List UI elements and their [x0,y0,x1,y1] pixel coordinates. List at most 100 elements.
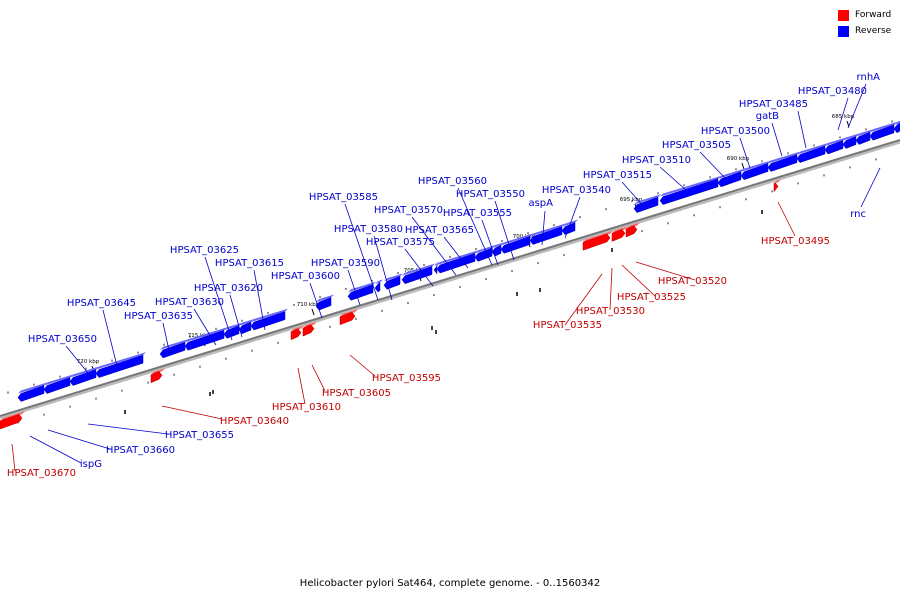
gene-label[interactable]: HPSAT_03570 [374,205,443,216]
reverse-gene-arrow [717,168,744,188]
gene-leader-line [311,364,326,392]
reverse-gene-arrow [69,366,99,386]
gene-leader-line [699,151,726,179]
reverse-gene-arrow [561,219,578,235]
gene-leader-line [847,83,867,129]
reverse-gene-arrow [893,120,900,134]
gene-leader-line [621,181,646,209]
gene-label[interactable]: HPSAT_03525 [617,292,686,303]
legend-item-reverse: Reverse [838,24,900,38]
reverse-gene-arrow [869,121,897,141]
gene-label[interactable]: HPSAT_03565 [405,225,474,236]
gene-leader-line [481,219,499,266]
gene-label[interactable]: ispG [80,459,102,470]
gene-leader-line [541,210,546,246]
gene-label[interactable]: HPSAT_03655 [165,430,234,441]
gene-label[interactable]: HPSAT_03650 [28,334,97,345]
gene-label[interactable]: aspA [528,198,553,209]
reverse-gene-arrow [659,175,721,205]
reverse-gene-arrow [824,137,846,155]
gene-label[interactable]: HPSAT_03500 [701,126,770,137]
forward-gene-arrow [773,179,781,193]
gene-label[interactable]: HPSAT_03635 [124,311,193,322]
scale-label: 685 kbp [832,114,855,120]
gene-leader-line [297,367,306,405]
scale-tick [311,308,315,316]
gene-label[interactable]: HPSAT_03495 [761,236,830,247]
gene-label[interactable]: HPSAT_03480 [798,86,867,97]
reverse-gene-arrow [740,160,771,181]
gene-label[interactable]: HPSAT_03515 [583,170,652,181]
reverse-gene-arrow [374,279,383,293]
forward-gene-arrow [339,309,358,326]
gene-label[interactable]: HPSAT_03600 [271,271,340,282]
gene-label[interactable]: HPSAT_03535 [533,320,602,331]
gene-leader-line [457,187,493,266]
gene-label[interactable]: HPSAT_03575 [366,237,435,248]
forward-gene-arrow [150,368,165,384]
gene-label[interactable]: HPSAT_03640 [220,416,289,427]
reverse-gene-arrow [529,223,565,245]
gene-label[interactable]: HPSAT_03520 [658,276,727,287]
gene-leader-line [47,429,111,450]
legend-label-reverse: Reverse [855,26,892,36]
gene-label[interactable]: HPSAT_03615 [215,258,284,269]
gene-label[interactable]: HPSAT_03555 [443,208,512,219]
gene-label[interactable]: HPSAT_03510 [622,155,691,166]
reverse-gene-arrow [159,339,188,359]
gene-leader-line [11,443,16,472]
gene-label[interactable]: HPSAT_03670 [7,468,76,479]
gene-leader-line [253,269,266,331]
gene-label[interactable]: HPSAT_03630 [155,297,224,308]
forward-gene-arrow [0,411,25,430]
scale-label: 720 kbp [77,359,100,365]
gene-leader-line [161,405,223,420]
gene-label[interactable]: HPSAT_03660 [106,445,175,456]
gene-label[interactable]: HPSAT_03610 [272,402,341,413]
reverse-gene-arrow [347,281,376,301]
gene-leader-line [193,308,217,346]
gene-leader-line [777,201,796,237]
gene-leader-line [309,282,323,319]
gene-label[interactable]: HPSAT_03625 [170,245,239,256]
gene-label[interactable]: HPSAT_03590 [311,258,380,269]
gene-leader-line [347,269,361,306]
gene-leader-line [771,122,783,157]
reverse-gene-arrow [433,261,440,275]
gene-label[interactable]: HPSAT_03540 [542,185,611,196]
gene-label[interactable]: HPSAT_03485 [739,99,808,110]
gene-leader-line [349,354,376,377]
gene-label[interactable]: HPSAT_03595 [372,373,441,384]
reverse-gene-arrow [250,308,288,331]
gene-leader-line [373,235,393,301]
gene-label[interactable]: HPSAT_03605 [322,388,391,399]
gene-leader-line [162,322,171,356]
forward-gene-arrow [625,222,640,238]
gene-label[interactable]: HPSAT_03550 [456,189,525,200]
gene-label[interactable]: HPSAT_03530 [576,306,645,317]
reverse-gene-arrow [796,143,828,163]
gene-label[interactable]: rnhA [857,72,881,83]
reverse-gene-arrow [43,374,73,394]
reverse-gene-arrow [95,352,146,378]
gene-label[interactable]: HPSAT_03580 [334,224,403,235]
gene-label[interactable]: rnc [850,209,866,220]
scale-label: 710 kbp [297,302,320,308]
gene-label[interactable]: HPSAT_03620 [194,283,263,294]
reverse-gene-arrow [184,327,227,351]
gene-label[interactable]: HPSAT_03585 [309,192,378,203]
gene-label[interactable]: HPSAT_03505 [662,140,731,151]
reverse-gene-arrow [17,382,47,402]
reverse-gene-arrow [633,194,661,213]
gene-leader-line [29,435,82,464]
gene-label[interactable]: HPSAT_03560 [418,176,487,187]
gene-label[interactable]: gatB [756,111,779,122]
gene-leader-line [860,167,881,208]
scale-label: 690 kbp [727,156,750,162]
reverse-swatch-icon [838,25,849,37]
genome-backbone [0,139,900,417]
gene-label[interactable]: HPSAT_03645 [67,298,136,309]
